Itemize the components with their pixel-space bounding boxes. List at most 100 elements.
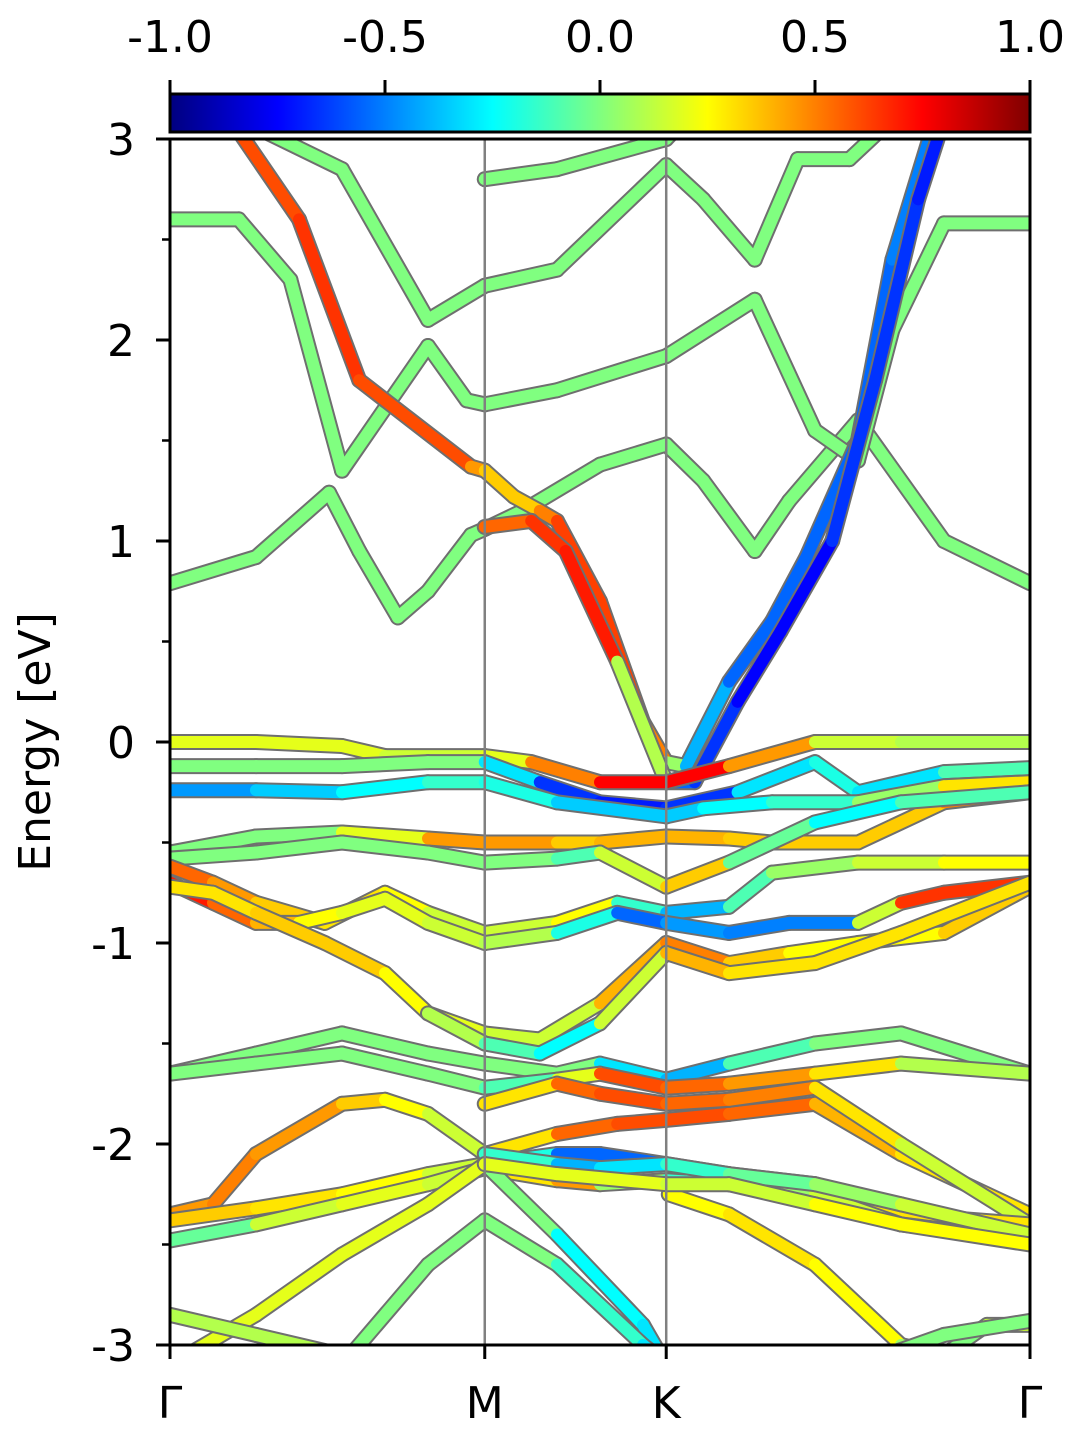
band-segment [895,1198,1030,1241]
band-segment [250,1248,348,1321]
band-segment [551,896,624,929]
band-segment [723,866,778,913]
band-segment [422,846,491,869]
x-tick-label: K [652,1378,682,1429]
band-segment [478,163,563,186]
band-line [170,1306,335,1345]
band-segment [422,916,491,949]
band-segment [938,1314,1030,1341]
colorbar-tick-label: 1.0 [995,12,1065,63]
band-line [476,1156,1030,1253]
band-segment [336,826,434,845]
band-segment [170,1218,262,1247]
band-segment [379,1093,434,1120]
band-segment [207,876,262,909]
band-segment [478,1057,563,1080]
band-segment [809,1198,907,1231]
band-segment [351,1258,434,1345]
band-segment [895,1057,1030,1080]
band-segment [895,786,1030,809]
band-segment [723,916,796,939]
band-segment [660,1077,735,1094]
band-segment [809,796,907,829]
band-segment [478,1148,563,1171]
band-segment [422,528,477,598]
band-segment [236,139,305,226]
band-segment [611,896,673,919]
band-segment [660,856,735,893]
band-segment [723,1081,821,1106]
colorbar: -1.0 -0.5 0.0 0.5 1.0 [127,12,1065,134]
band-segment [938,535,1030,590]
band-segment [826,374,882,547]
band-segment [422,1067,491,1094]
colorbar-tick-label: -1.0 [127,12,213,63]
band-segment [250,736,348,753]
band-segment [723,1097,821,1120]
band-segment [748,494,796,558]
band-segment [723,1037,821,1070]
band-segment [250,836,348,859]
band-segment [594,1158,673,1175]
band-segment [250,1097,348,1161]
band-segment [660,802,710,823]
band-segment [391,585,434,624]
band-segment-outline [893,1337,937,1345]
colorbar-tick-label: -0.5 [342,12,428,63]
band-segment [723,816,821,869]
band-segment [336,892,391,919]
band-segment [660,438,710,487]
band-segment [723,1208,821,1271]
band-segment [250,1188,348,1215]
band-segment [551,1168,673,1191]
band-segment [680,675,735,773]
band-segment [594,1057,673,1086]
band-line [170,774,1030,825]
band-segment [207,896,262,929]
band-segment [533,1017,606,1060]
band-segment [478,514,538,533]
band-segment [478,1214,563,1271]
band-segment [551,159,673,276]
band-segment [533,997,606,1046]
band-line [476,139,678,188]
band-segment [895,886,950,909]
band-line [891,1312,1030,1345]
band-segment [478,464,520,503]
band-segment [266,139,348,176]
band-segment [594,1067,673,1094]
band-segment [551,1258,649,1345]
band-segment [250,1198,348,1231]
band-segment [723,1067,821,1090]
band-segment [551,1158,606,1175]
band-segment [422,1158,491,1211]
band-segment [660,293,761,363]
band-segment [551,350,673,397]
band-segment [660,1107,735,1126]
band-segment [852,896,907,929]
band-segment [748,153,804,266]
band-segment [250,1047,348,1070]
band-line [170,1025,1030,1088]
band-segment [379,967,434,1020]
band-segment [192,1308,262,1345]
band-segment [611,906,673,929]
band-segment [551,1117,624,1140]
y-tick-label: 1 [107,517,135,568]
band-segment [478,852,563,869]
band-segment [594,937,673,1010]
band-segment [422,1007,491,1050]
band-segment [250,906,331,949]
band-segment [594,438,673,471]
band-segment [559,545,624,668]
x-tick-label: Γ [158,1378,183,1429]
band-segment [478,756,546,789]
y-tick-label: -1 [91,919,135,970]
band-segment [478,916,563,939]
band-segment [660,900,735,919]
band-segment [551,139,673,176]
band-segment [336,1027,434,1060]
band-segment [478,1158,563,1181]
band-segment [336,1178,434,1211]
